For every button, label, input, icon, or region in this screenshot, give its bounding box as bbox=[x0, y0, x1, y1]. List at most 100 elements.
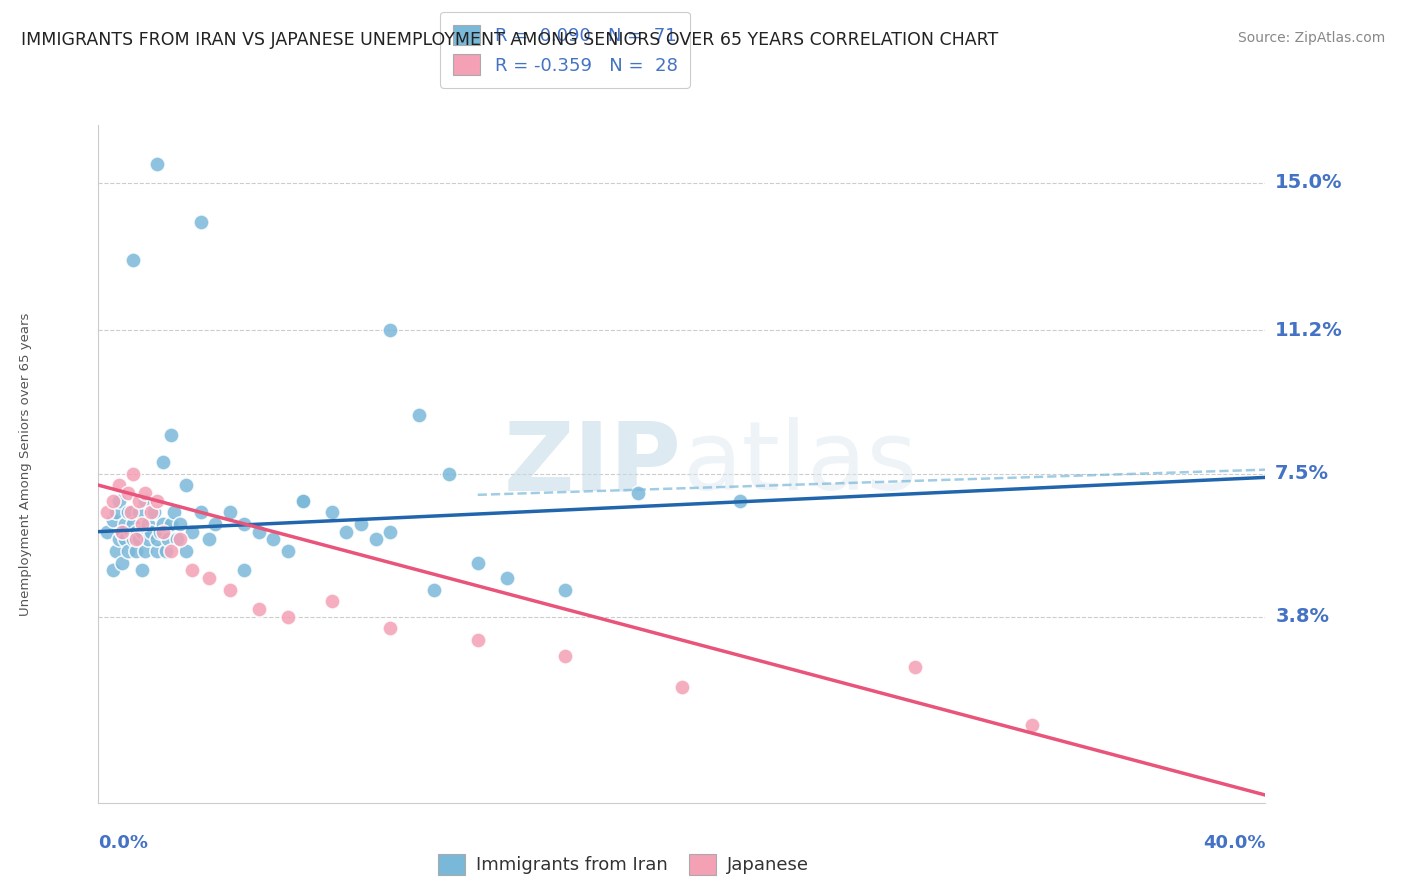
Point bbox=[104, 544, 127, 558]
Point bbox=[117, 486, 139, 500]
Point bbox=[198, 533, 221, 547]
Point bbox=[335, 524, 357, 539]
Point bbox=[101, 513, 124, 527]
Text: 0.0%: 0.0% bbox=[98, 834, 149, 852]
Point bbox=[108, 533, 131, 547]
Point bbox=[142, 505, 165, 519]
Point bbox=[554, 648, 576, 663]
Point bbox=[139, 505, 162, 519]
Point bbox=[108, 493, 131, 508]
Point bbox=[122, 253, 145, 268]
Point bbox=[350, 516, 373, 531]
Text: ZIP: ZIP bbox=[503, 417, 682, 510]
Point bbox=[233, 563, 256, 577]
Point bbox=[364, 533, 387, 547]
Text: Unemployment Among Seniors over 65 years: Unemployment Among Seniors over 65 years bbox=[18, 312, 32, 615]
Point bbox=[321, 594, 343, 608]
Point bbox=[554, 582, 576, 597]
Point bbox=[467, 633, 489, 648]
Point bbox=[378, 622, 402, 636]
Point bbox=[321, 505, 343, 519]
Point bbox=[125, 533, 148, 547]
Point bbox=[166, 533, 188, 547]
Point bbox=[114, 533, 136, 547]
Point bbox=[120, 505, 142, 519]
Point bbox=[114, 516, 136, 531]
Point bbox=[122, 533, 145, 547]
Point bbox=[169, 516, 191, 531]
Point bbox=[190, 505, 212, 519]
Point bbox=[152, 455, 174, 469]
Point bbox=[291, 493, 314, 508]
Point bbox=[904, 660, 927, 674]
Point bbox=[146, 156, 169, 170]
Point bbox=[96, 505, 118, 519]
Point bbox=[125, 544, 148, 558]
Point bbox=[134, 544, 156, 558]
Point bbox=[190, 215, 212, 229]
Point bbox=[1021, 718, 1043, 732]
Point bbox=[233, 516, 256, 531]
Point bbox=[174, 478, 197, 492]
Point bbox=[131, 563, 153, 577]
Point bbox=[101, 563, 124, 577]
Point bbox=[149, 524, 172, 539]
Point bbox=[131, 524, 153, 539]
Point bbox=[136, 533, 159, 547]
Point bbox=[169, 533, 191, 547]
Text: atlas: atlas bbox=[682, 417, 917, 510]
Point bbox=[163, 505, 186, 519]
Point bbox=[120, 524, 142, 539]
Point bbox=[152, 524, 174, 539]
Text: 3.8%: 3.8% bbox=[1275, 607, 1329, 626]
Point bbox=[160, 544, 183, 558]
Point bbox=[160, 427, 183, 442]
Point bbox=[117, 544, 139, 558]
Text: 40.0%: 40.0% bbox=[1204, 834, 1265, 852]
Point bbox=[180, 524, 202, 539]
Point bbox=[247, 524, 270, 539]
Point bbox=[134, 486, 156, 500]
Point bbox=[160, 516, 183, 531]
Point bbox=[728, 493, 751, 508]
Point bbox=[378, 323, 402, 337]
Point bbox=[204, 516, 226, 531]
Point bbox=[218, 505, 240, 519]
Point bbox=[104, 505, 127, 519]
Point bbox=[146, 544, 169, 558]
Text: 7.5%: 7.5% bbox=[1275, 464, 1329, 483]
Point bbox=[291, 493, 314, 508]
Point bbox=[157, 533, 180, 547]
Point bbox=[247, 602, 270, 616]
Point bbox=[125, 524, 148, 539]
Point bbox=[146, 493, 169, 508]
Point bbox=[495, 571, 517, 585]
Point bbox=[218, 582, 240, 597]
Point bbox=[136, 516, 159, 531]
Point bbox=[627, 486, 650, 500]
Text: 11.2%: 11.2% bbox=[1275, 321, 1343, 340]
Point bbox=[174, 544, 197, 558]
Point bbox=[128, 493, 150, 508]
Point bbox=[111, 556, 134, 570]
Point bbox=[198, 571, 221, 585]
Point bbox=[152, 516, 174, 531]
Point bbox=[408, 409, 430, 423]
Text: Source: ZipAtlas.com: Source: ZipAtlas.com bbox=[1237, 31, 1385, 45]
Point bbox=[146, 533, 169, 547]
Text: 15.0%: 15.0% bbox=[1275, 173, 1343, 193]
Point bbox=[122, 467, 145, 481]
Point bbox=[671, 680, 693, 694]
Point bbox=[378, 524, 402, 539]
Text: IMMIGRANTS FROM IRAN VS JAPANESE UNEMPLOYMENT AMONG SENIORS OVER 65 YEARS CORREL: IMMIGRANTS FROM IRAN VS JAPANESE UNEMPLO… bbox=[21, 31, 998, 49]
Point bbox=[437, 467, 460, 481]
Point bbox=[262, 533, 284, 547]
Point bbox=[131, 516, 153, 531]
Point bbox=[128, 505, 150, 519]
Point bbox=[139, 524, 162, 539]
Point bbox=[111, 524, 134, 539]
Point bbox=[117, 505, 139, 519]
Point bbox=[128, 533, 150, 547]
Point bbox=[467, 556, 489, 570]
Point bbox=[101, 493, 124, 508]
